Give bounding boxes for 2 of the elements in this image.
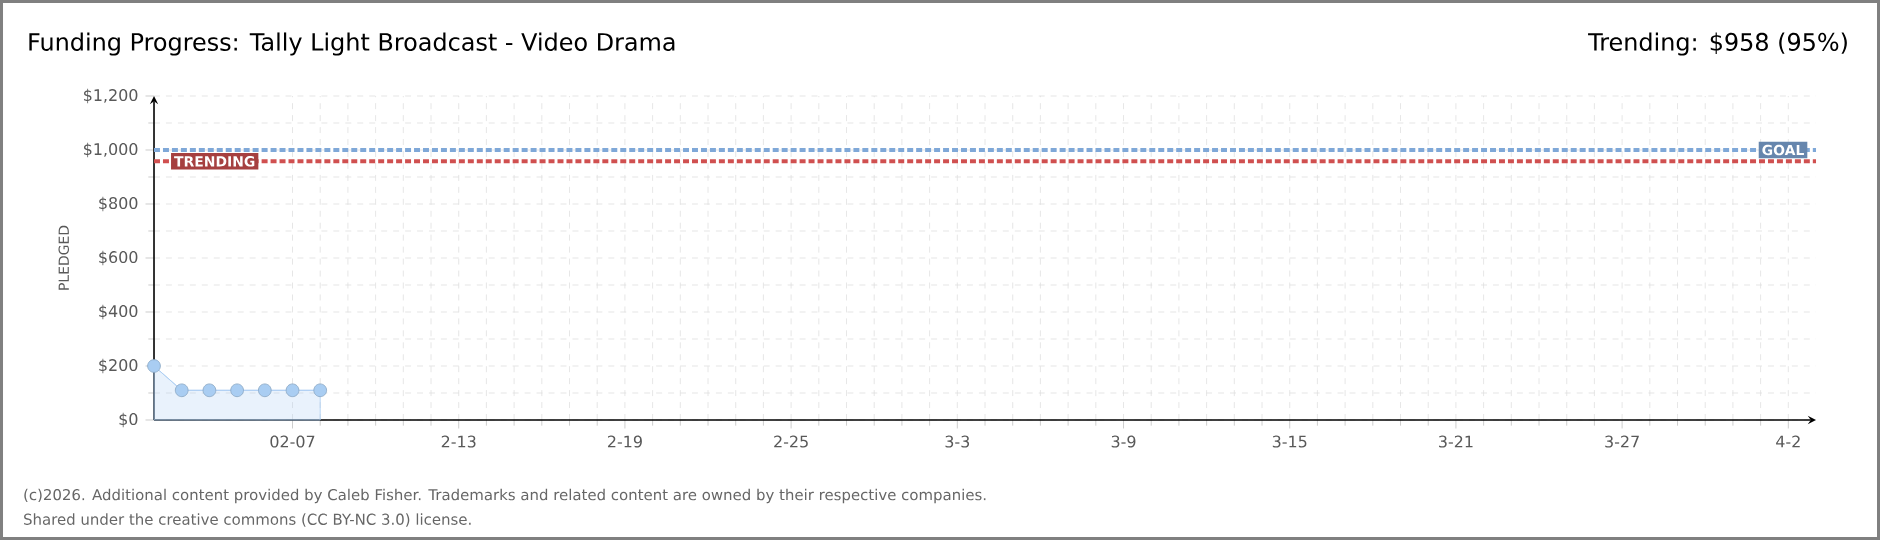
text: Trending: $958 (95%) [1588,32,1847,56]
chart-title: Funding Progress: Tally Light Broadcast - Video Drama [29,32,675,56]
